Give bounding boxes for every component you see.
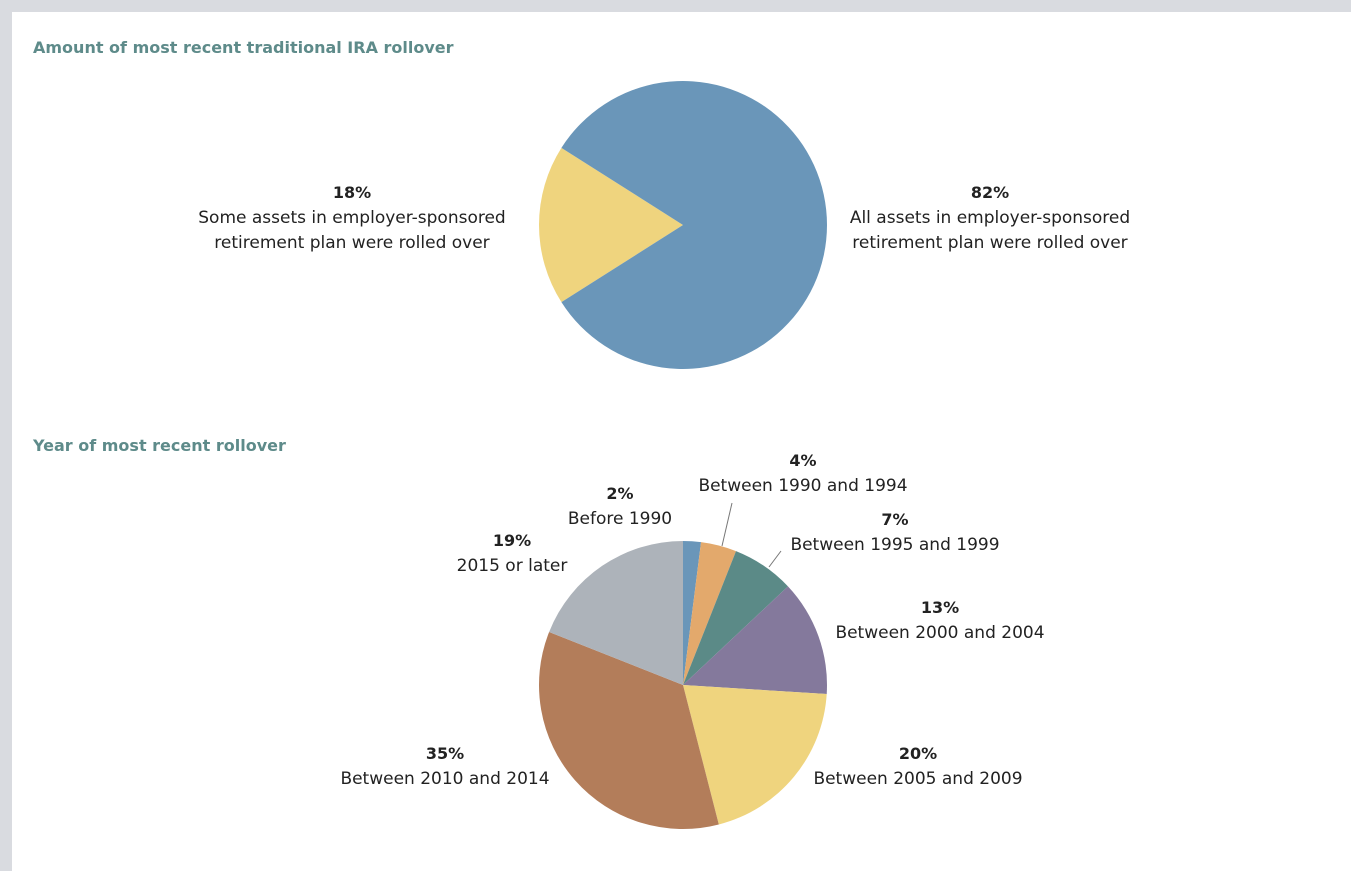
slice-label: Between 1990 and 1994 <box>698 476 907 496</box>
value-label: 82% <box>971 183 1009 202</box>
value-label: 2% <box>606 484 633 503</box>
pie-slice <box>683 586 827 695</box>
slice-label: Between 1995 and 1999 <box>790 535 999 555</box>
slice-label: retirement plan were rolled over <box>852 233 1127 253</box>
value-label: 18% <box>333 183 371 202</box>
slice-label: Between 2010 and 2014 <box>340 769 549 789</box>
pie-slice <box>561 81 828 369</box>
pie-slice <box>683 542 737 685</box>
value-label: 35% <box>426 744 464 763</box>
pie-slice <box>539 147 683 303</box>
slice-label: Some assets in employer-sponsored <box>198 208 505 228</box>
slice-label: 2015 or later <box>457 556 568 576</box>
chart-title: Amount of most recent traditional IRA ro… <box>33 38 454 57</box>
value-label: 19% <box>493 531 531 550</box>
value-label: 20% <box>899 744 937 763</box>
chart-title: Year of most recent rollover <box>32 436 286 455</box>
pie-slice <box>683 685 827 825</box>
pie-slice <box>683 551 788 685</box>
leader-line <box>721 502 733 547</box>
pie-slice <box>549 541 683 685</box>
slice-label: All assets in employer-sponsored <box>850 208 1130 228</box>
pie-slice <box>683 541 702 685</box>
leader-line <box>768 550 782 568</box>
value-label: 4% <box>789 451 816 470</box>
value-label: 13% <box>921 598 959 617</box>
slice-label: Between 2005 and 2009 <box>813 769 1022 789</box>
pie-slice <box>539 631 719 829</box>
slice-label: Between 2000 and 2004 <box>835 623 1044 643</box>
value-label: 7% <box>881 510 908 529</box>
slice-label: Before 1990 <box>568 509 672 529</box>
slice-label: retirement plan were rolled over <box>214 233 489 253</box>
